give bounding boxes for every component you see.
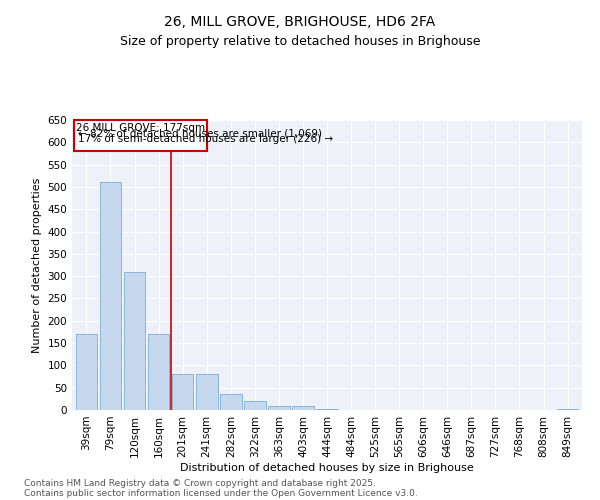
- Bar: [100, 182, 121, 410]
- Text: Size of property relative to detached houses in Brighouse: Size of property relative to detached ho…: [120, 35, 480, 48]
- Text: Contains public sector information licensed under the Open Government Licence v3: Contains public sector information licen…: [24, 488, 418, 498]
- Bar: [292, 406, 314, 410]
- Bar: [220, 394, 242, 410]
- Bar: [316, 408, 338, 410]
- Text: ← 82% of detached houses are smaller (1,069): ← 82% of detached houses are smaller (1,…: [78, 128, 322, 138]
- Text: 17% of semi-detached houses are larger (226) →: 17% of semi-detached houses are larger (…: [78, 134, 333, 144]
- Bar: [172, 374, 193, 410]
- Text: 26 MILL GROVE: 177sqm: 26 MILL GROVE: 177sqm: [76, 123, 205, 133]
- Bar: [74, 120, 207, 151]
- Y-axis label: Number of detached properties: Number of detached properties: [32, 178, 42, 352]
- Bar: [268, 406, 290, 410]
- X-axis label: Distribution of detached houses by size in Brighouse: Distribution of detached houses by size …: [180, 462, 474, 472]
- Bar: [557, 408, 578, 410]
- Bar: [148, 334, 169, 410]
- Bar: [124, 272, 145, 410]
- Bar: [244, 401, 266, 410]
- Bar: [196, 374, 218, 410]
- Text: Contains HM Land Registry data © Crown copyright and database right 2025.: Contains HM Land Registry data © Crown c…: [24, 478, 376, 488]
- Bar: [76, 334, 97, 410]
- Text: 26, MILL GROVE, BRIGHOUSE, HD6 2FA: 26, MILL GROVE, BRIGHOUSE, HD6 2FA: [164, 15, 436, 29]
